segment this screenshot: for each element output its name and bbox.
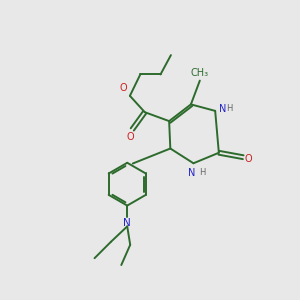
Text: O: O (245, 154, 253, 164)
Text: N: N (123, 218, 131, 228)
Text: N: N (188, 168, 196, 178)
Text: O: O (126, 132, 134, 142)
Text: O: O (119, 83, 127, 93)
Text: CH₃: CH₃ (191, 68, 209, 78)
Text: N: N (219, 104, 226, 114)
Text: H: H (226, 104, 233, 113)
Text: H: H (199, 168, 205, 177)
